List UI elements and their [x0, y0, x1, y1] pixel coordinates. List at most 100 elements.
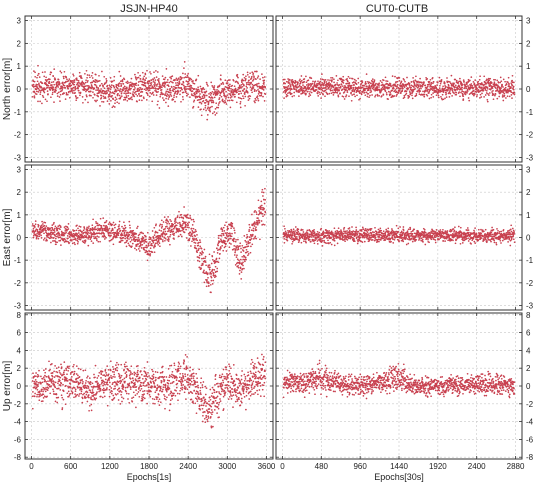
data-point — [512, 86, 515, 89]
data-point — [374, 84, 377, 86]
data-point — [503, 92, 506, 95]
data-point — [66, 235, 69, 237]
data-point — [184, 90, 187, 93]
data-point — [135, 84, 137, 87]
data-point — [81, 83, 83, 86]
data-point — [336, 92, 339, 94]
data-point — [321, 245, 324, 247]
data-point — [239, 106, 242, 109]
data-point — [62, 77, 65, 80]
data-point — [321, 240, 324, 242]
data-point — [61, 231, 64, 234]
data-point — [319, 78, 322, 80]
data-point — [338, 84, 341, 86]
data-point — [343, 98, 346, 100]
y-axis-label: East error[m] — [2, 208, 13, 266]
data-point — [214, 265, 217, 268]
data-point — [299, 78, 301, 81]
data-point — [424, 89, 427, 91]
data-point — [112, 221, 115, 224]
data-point — [389, 83, 392, 85]
data-point — [166, 222, 168, 225]
data-point — [103, 87, 106, 90]
data-point — [120, 95, 123, 97]
data-point — [350, 99, 353, 102]
data-point — [142, 78, 144, 81]
data-point — [223, 94, 226, 97]
data-point — [317, 235, 320, 238]
data-point — [191, 90, 194, 92]
data-point — [42, 223, 44, 225]
data-point — [369, 94, 371, 97]
data-point — [239, 258, 242, 261]
data-point — [59, 228, 61, 231]
data-point — [312, 234, 315, 237]
data-point — [217, 261, 220, 264]
data-point — [337, 87, 339, 89]
data-point — [216, 252, 219, 254]
data-point — [372, 82, 375, 85]
data-point — [45, 82, 47, 85]
data-point — [51, 91, 54, 94]
data-point — [110, 86, 113, 89]
data-point — [85, 69, 88, 72]
data-point — [283, 97, 285, 99]
data-point — [357, 230, 360, 233]
data-point — [440, 80, 443, 82]
data-point — [37, 100, 39, 103]
data-point — [224, 240, 226, 243]
data-point — [431, 76, 434, 79]
data-point — [96, 99, 98, 102]
data-point — [200, 114, 203, 117]
data-point — [182, 222, 185, 225]
data-point — [235, 101, 238, 104]
data-point — [53, 229, 56, 231]
data-point — [64, 87, 67, 89]
data-point — [64, 232, 66, 235]
data-point — [102, 92, 105, 95]
data-point — [251, 83, 254, 86]
data-point — [117, 234, 120, 237]
data-point — [432, 81, 435, 83]
y-tick-label: 2 — [526, 39, 531, 48]
data-point — [178, 87, 181, 89]
data-point — [140, 241, 142, 244]
data-point — [123, 221, 125, 224]
data-point — [365, 91, 368, 94]
data-point — [175, 221, 177, 224]
data-point — [69, 236, 71, 238]
data-point — [379, 227, 382, 230]
data-point — [124, 90, 127, 93]
data-point — [57, 78, 60, 81]
data-point — [200, 253, 203, 256]
data-point — [169, 87, 172, 90]
data-point — [152, 241, 155, 244]
data-point — [234, 95, 236, 98]
data-point — [261, 73, 263, 75]
data-point — [91, 72, 94, 74]
data-point — [343, 91, 346, 93]
data-point — [405, 85, 408, 87]
data-point — [295, 84, 297, 87]
column-title-right: CUT0-CUTB — [366, 3, 428, 15]
data-point — [98, 91, 101, 94]
data-point — [46, 90, 49, 92]
data-point — [117, 89, 120, 92]
data-point — [366, 231, 369, 233]
data-point — [324, 95, 326, 98]
data-point — [454, 84, 457, 87]
data-point — [346, 239, 349, 241]
data-point — [218, 98, 220, 101]
data-point — [159, 87, 161, 90]
data-point — [254, 223, 257, 225]
data-point — [403, 79, 406, 81]
data-point — [205, 285, 208, 288]
data-point — [167, 85, 170, 88]
data-point — [38, 235, 41, 238]
data-point — [131, 85, 134, 88]
data-point — [76, 242, 79, 245]
data-point — [173, 85, 175, 88]
data-point — [392, 87, 395, 90]
y-tick-label: 0 — [17, 234, 22, 243]
data-point — [76, 83, 78, 86]
